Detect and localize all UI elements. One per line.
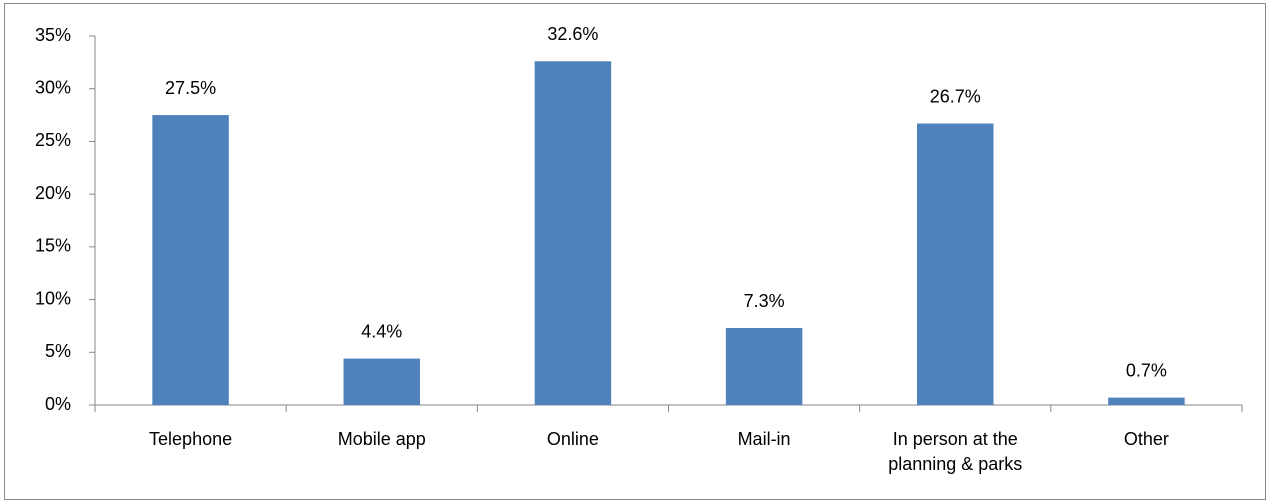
- x-tick-label: Online: [546, 429, 599, 449]
- bar: [917, 123, 994, 406]
- bar: [725, 328, 803, 405]
- bar: [1108, 397, 1185, 405]
- y-tick-label: 5%: [45, 341, 71, 361]
- data-label: 7.3%: [744, 291, 785, 311]
- chart-border: [4, 3, 1266, 500]
- x-tick-label: Mail-in: [737, 429, 791, 449]
- data-label: 4.4%: [361, 321, 402, 341]
- x-tick-label: Telephone: [149, 429, 233, 449]
- x-tick-label: Other: [1123, 429, 1169, 449]
- y-tick-label: 25%: [35, 130, 71, 150]
- y-tick-label: 15%: [35, 236, 71, 256]
- y-tick-label: 10%: [35, 288, 71, 308]
- bar: [152, 115, 229, 406]
- y-tick-label: 0%: [45, 394, 71, 414]
- data-label: 26.7%: [930, 86, 981, 106]
- y-tick-label: 20%: [35, 183, 71, 203]
- bar: [343, 358, 420, 405]
- x-tick-label: In person at the planning & parks: [888, 429, 1023, 474]
- x-tick-label: Mobile app: [337, 429, 426, 449]
- y-tick-label: 30%: [35, 77, 71, 97]
- y-tick-label: 35%: [35, 25, 71, 45]
- data-label: 32.6%: [547, 24, 598, 44]
- data-label: 0.7%: [1126, 360, 1167, 380]
- bar: [534, 61, 612, 405]
- data-label: 27.5%: [165, 78, 216, 98]
